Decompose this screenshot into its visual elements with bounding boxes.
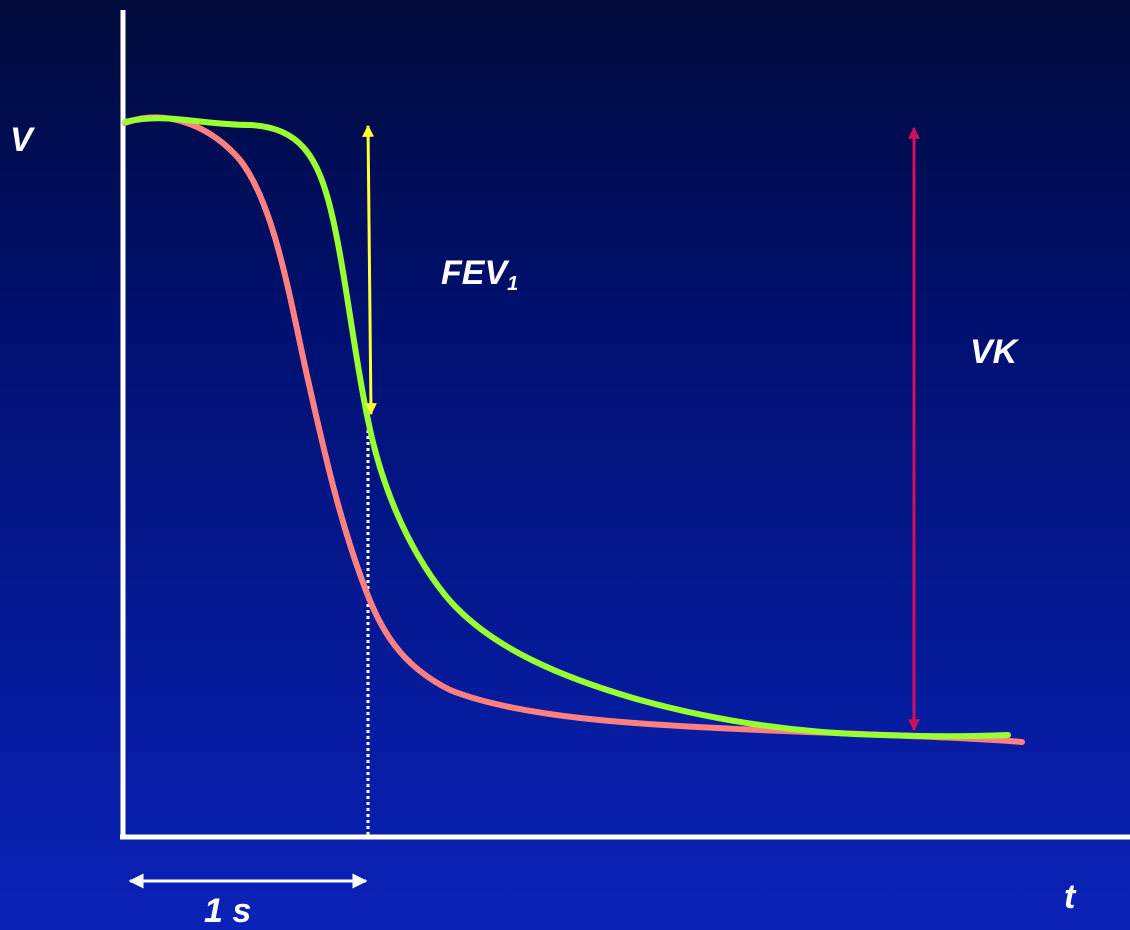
y-axis-label: V bbox=[10, 121, 33, 159]
fev1-arrow bbox=[362, 124, 377, 416]
x-axis-label: t bbox=[1064, 878, 1076, 916]
fev1-label-main: FEV bbox=[441, 254, 508, 292]
normal-curve bbox=[122, 115, 1011, 740]
fev1-label: FEV1 bbox=[441, 256, 518, 294]
fev1-label-subscript: 1 bbox=[507, 273, 519, 295]
vk-label: VK bbox=[970, 333, 1018, 371]
obstructive-curve bbox=[122, 114, 1025, 745]
time-span-label: 1 s bbox=[204, 892, 252, 930]
